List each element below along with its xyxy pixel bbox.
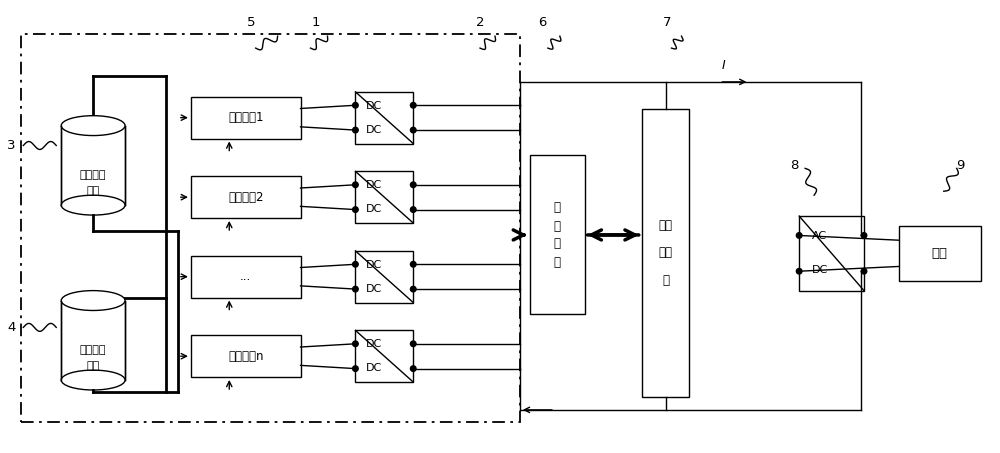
Circle shape — [353, 261, 358, 267]
Circle shape — [353, 182, 358, 188]
FancyBboxPatch shape — [355, 251, 413, 303]
Circle shape — [353, 286, 358, 292]
Circle shape — [410, 341, 416, 347]
FancyBboxPatch shape — [642, 109, 689, 397]
Circle shape — [353, 207, 358, 212]
Ellipse shape — [61, 370, 125, 390]
Text: 氢气供应: 氢气供应 — [80, 170, 106, 180]
Text: 制: 制 — [554, 220, 561, 232]
Text: 模: 模 — [554, 237, 561, 251]
Text: AC: AC — [812, 231, 827, 241]
Text: 2: 2 — [476, 16, 484, 29]
FancyBboxPatch shape — [191, 176, 301, 218]
Ellipse shape — [61, 291, 125, 310]
Text: 模块: 模块 — [87, 186, 100, 196]
Text: I: I — [721, 59, 725, 72]
Text: 燃料电池1: 燃料电池1 — [228, 111, 263, 124]
Text: DC: DC — [366, 284, 382, 294]
FancyBboxPatch shape — [799, 216, 864, 291]
FancyBboxPatch shape — [191, 97, 301, 139]
Text: 燃料电池2: 燃料电池2 — [228, 191, 263, 204]
Text: 电池: 电池 — [659, 246, 673, 259]
Text: 燃料电池n: 燃料电池n — [228, 350, 263, 363]
Text: 3: 3 — [7, 139, 16, 152]
Text: DC: DC — [366, 204, 382, 214]
Text: DC: DC — [366, 180, 382, 190]
Text: 6: 6 — [538, 16, 546, 29]
FancyBboxPatch shape — [355, 171, 413, 223]
FancyBboxPatch shape — [355, 330, 413, 382]
Circle shape — [353, 341, 358, 347]
Text: 动力: 动力 — [659, 218, 673, 231]
FancyBboxPatch shape — [530, 155, 585, 314]
Circle shape — [796, 269, 802, 274]
Circle shape — [410, 366, 416, 371]
FancyBboxPatch shape — [61, 125, 125, 205]
Ellipse shape — [61, 116, 125, 135]
Circle shape — [353, 127, 358, 133]
Text: DC: DC — [366, 101, 382, 111]
Text: 组: 组 — [662, 274, 669, 287]
Text: 块: 块 — [554, 256, 561, 269]
Circle shape — [410, 207, 416, 212]
Circle shape — [410, 102, 416, 108]
Text: DC: DC — [366, 339, 382, 349]
Text: 模块: 模块 — [87, 361, 100, 371]
FancyBboxPatch shape — [61, 300, 125, 380]
Text: ...: ... — [240, 270, 251, 283]
Text: 电机: 电机 — [932, 247, 948, 260]
FancyBboxPatch shape — [191, 335, 301, 377]
Text: DC: DC — [812, 265, 828, 275]
Circle shape — [861, 233, 867, 238]
FancyBboxPatch shape — [191, 256, 301, 298]
Circle shape — [410, 182, 416, 188]
Text: 7: 7 — [663, 16, 672, 29]
Text: DC: DC — [366, 125, 382, 135]
Circle shape — [410, 127, 416, 133]
Text: 1: 1 — [311, 16, 320, 29]
Circle shape — [796, 233, 802, 238]
Circle shape — [410, 286, 416, 292]
Text: 5: 5 — [246, 16, 255, 29]
Circle shape — [410, 261, 416, 267]
Text: 4: 4 — [7, 321, 16, 334]
Text: 8: 8 — [790, 159, 798, 172]
Ellipse shape — [61, 195, 125, 215]
Circle shape — [861, 269, 867, 274]
Circle shape — [353, 102, 358, 108]
Text: 控: 控 — [554, 201, 561, 214]
FancyBboxPatch shape — [355, 92, 413, 144]
FancyBboxPatch shape — [899, 226, 981, 281]
Text: 9: 9 — [957, 159, 965, 172]
Text: DC: DC — [366, 363, 382, 373]
Circle shape — [353, 366, 358, 371]
Text: 空气供应: 空气供应 — [80, 345, 106, 355]
Text: DC: DC — [366, 260, 382, 270]
